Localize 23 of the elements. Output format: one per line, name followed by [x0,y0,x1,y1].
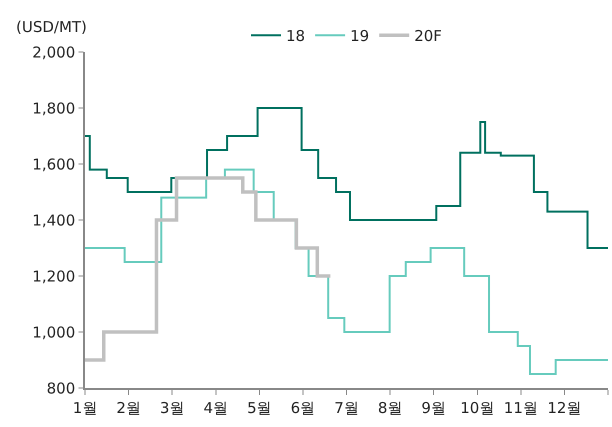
y-tick-label: 1,400 [32,211,76,230]
x-tick-label: 10월 [460,398,494,417]
y-axis-title: (USD/MT) [16,18,87,36]
legend-label: 19 [350,27,370,46]
x-tick-label: 1월 [72,398,98,417]
y-tick-label: 1,200 [32,267,76,286]
y-tick-label: 1,800 [32,99,76,118]
y-tick-label: 800 [46,379,76,398]
y-tick-label: 2,000 [32,43,76,62]
x-tick-label: 4월 [203,398,228,417]
legend-label: 20F [414,27,442,46]
legend-label: 18 [286,27,306,46]
x-tick-label: 2월 [116,398,141,417]
x-tick-label: 6월 [290,398,316,417]
x-tick-label: 5월 [247,398,272,417]
x-tick-label: 11월 [504,398,538,417]
x-tick-label: 8월 [378,398,402,417]
x-tick-label: 7월 [334,398,359,417]
y-tick-label: 1,000 [32,323,76,342]
x-tick-label: 12월 [547,398,582,417]
x-tick-label: 9월 [421,398,446,417]
x-tick-label: 3월 [160,398,184,417]
y-tick-label: 1,600 [32,155,76,174]
